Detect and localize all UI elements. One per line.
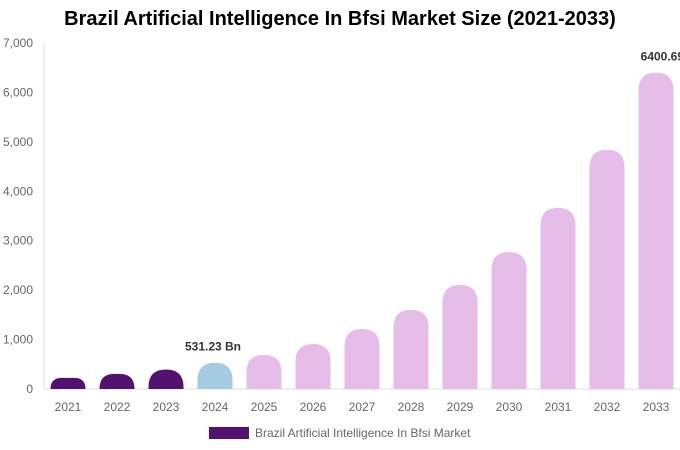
- legend: Brazil Artificial Intelligence In Bfsi M…: [209, 426, 470, 440]
- bar-2032: [589, 149, 625, 389]
- x-tick-label: 2021: [55, 400, 82, 414]
- bar-2022: [99, 373, 135, 389]
- x-tick-label: 2022: [104, 400, 131, 414]
- y-tick-label: 7,000: [3, 36, 33, 50]
- bar-2023: [148, 369, 184, 389]
- bar-2031: [540, 207, 576, 389]
- bar-2029: [442, 284, 478, 389]
- bar-2028: [393, 309, 429, 389]
- x-tick-label: 2030: [496, 400, 523, 414]
- chart-title: Brazil Artificial Intelligence In Bfsi M…: [64, 8, 616, 30]
- y-tick-label: 2,000: [3, 283, 33, 297]
- y-tick-label: 0: [26, 382, 33, 396]
- x-tick-label: 2033: [643, 400, 670, 414]
- y-tick-label: 1,000: [3, 333, 33, 347]
- bar-2025: [246, 354, 282, 389]
- bar-2033: [638, 72, 674, 389]
- legend-label: Brazil Artificial Intelligence In Bfsi M…: [255, 426, 471, 440]
- y-tick-label: 5,000: [3, 135, 33, 149]
- x-tick-label: 2029: [447, 400, 474, 414]
- y-tick-label: 3,000: [3, 234, 33, 248]
- x-tick-label: 2023: [153, 400, 180, 414]
- x-tick-label: 2026: [300, 400, 327, 414]
- x-tick-label: 2032: [594, 400, 621, 414]
- legend-swatch: [209, 427, 249, 439]
- x-tick-label: 2028: [398, 400, 425, 414]
- bar-2026: [295, 344, 331, 389]
- data-label: 531.23 Bn: [185, 340, 241, 354]
- x-tick-label: 2031: [545, 400, 572, 414]
- x-tick-label: 2025: [251, 400, 278, 414]
- bar-2021: [50, 377, 86, 389]
- bar-2030: [491, 252, 527, 389]
- y-tick-label: 4,000: [3, 184, 33, 198]
- x-tick-label: 2027: [349, 400, 376, 414]
- bar-2027: [344, 328, 380, 389]
- bar-2024: [197, 362, 233, 389]
- y-tick-label: 6,000: [3, 85, 33, 99]
- x-tick-label: 2024: [202, 400, 229, 414]
- data-label: 6400.69 Bn: [641, 50, 680, 64]
